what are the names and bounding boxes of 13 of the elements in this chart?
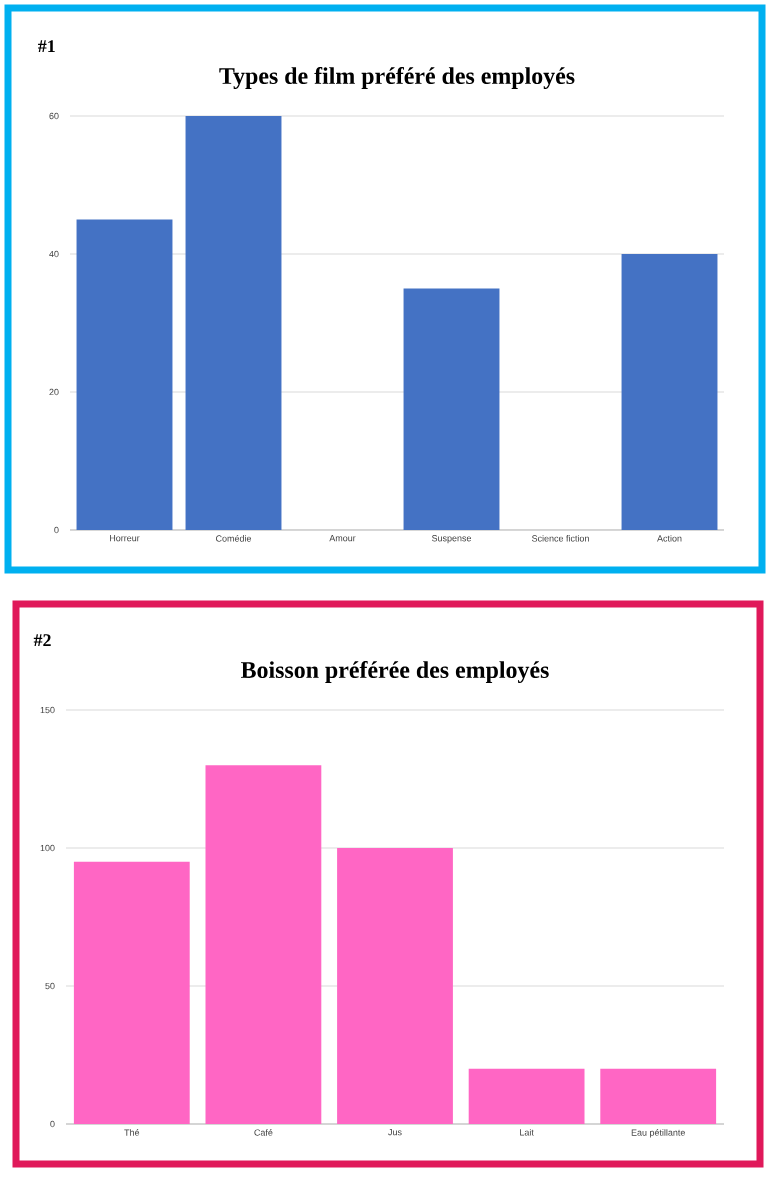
chart-title: Boisson préférée des employés	[241, 660, 549, 683]
text: #2	[33, 634, 51, 647]
bar	[185, 115, 282, 530]
bar	[468, 1068, 585, 1124]
bar	[621, 253, 718, 530]
bar	[600, 1068, 717, 1124]
bar	[76, 219, 173, 530]
bar	[403, 288, 500, 530]
chart-title: Types de film préféré des employés	[219, 66, 575, 89]
bar	[73, 861, 190, 1124]
text: #1	[38, 40, 55, 53]
bar	[337, 847, 453, 1124]
bar	[205, 765, 322, 1124]
